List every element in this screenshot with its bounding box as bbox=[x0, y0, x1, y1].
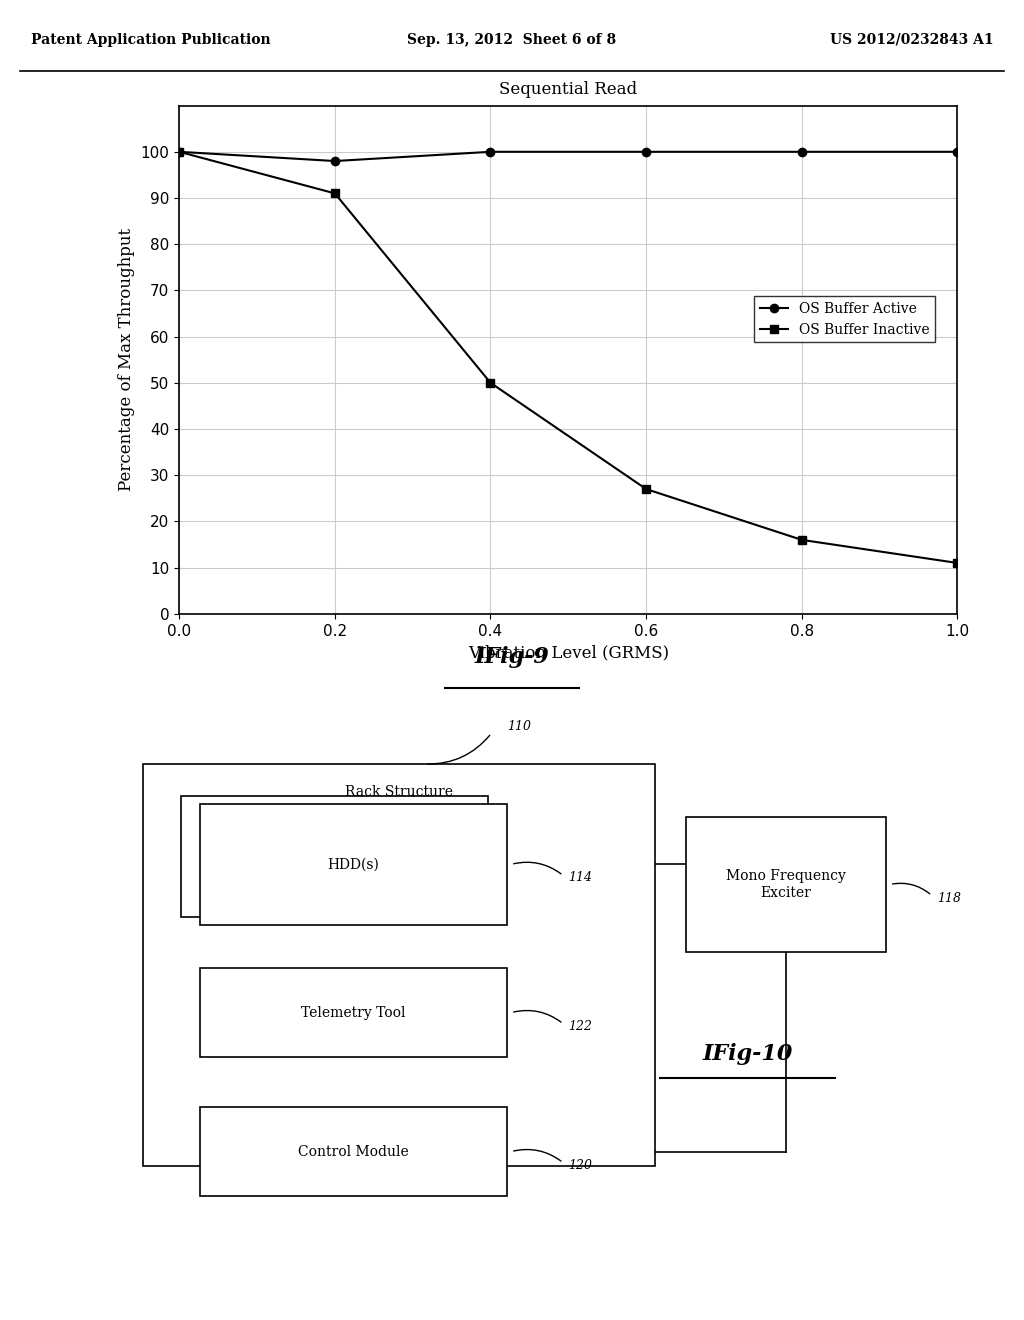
OS Buffer Active bbox=[484, 144, 497, 160]
Text: IFig-10: IFig-10 bbox=[702, 1043, 793, 1065]
OS Buffer Active bbox=[796, 144, 808, 160]
FancyBboxPatch shape bbox=[200, 968, 507, 1057]
Text: US 2012/0232843 A1: US 2012/0232843 A1 bbox=[829, 33, 993, 46]
OS Buffer Inactive bbox=[640, 480, 652, 496]
Text: 114: 114 bbox=[568, 871, 592, 884]
Text: 122: 122 bbox=[568, 1020, 592, 1032]
Line: OS Buffer Inactive: OS Buffer Inactive bbox=[175, 148, 962, 568]
Text: IFig-9: IFig-9 bbox=[474, 647, 550, 668]
OS Buffer Inactive bbox=[796, 532, 808, 548]
Y-axis label: Percentage of Max Throughput: Percentage of Max Throughput bbox=[118, 228, 135, 491]
FancyBboxPatch shape bbox=[200, 804, 507, 924]
OS Buffer Inactive bbox=[951, 554, 964, 570]
FancyBboxPatch shape bbox=[143, 764, 655, 1166]
Text: Mono Frequency
Exciter: Mono Frequency Exciter bbox=[726, 870, 846, 899]
Line: OS Buffer Active: OS Buffer Active bbox=[175, 148, 962, 165]
Text: 118: 118 bbox=[937, 891, 961, 904]
X-axis label: Vibration Level (GRMS): Vibration Level (GRMS) bbox=[468, 644, 669, 661]
FancyBboxPatch shape bbox=[686, 817, 886, 953]
OS Buffer Inactive bbox=[484, 375, 497, 391]
Text: 110: 110 bbox=[507, 721, 530, 734]
Title: Sequential Read: Sequential Read bbox=[500, 82, 637, 99]
FancyBboxPatch shape bbox=[181, 796, 488, 916]
FancyBboxPatch shape bbox=[200, 1107, 507, 1196]
Text: Rack Structure: Rack Structure bbox=[345, 785, 454, 799]
OS Buffer Inactive bbox=[329, 185, 341, 201]
OS Buffer Active bbox=[329, 153, 341, 169]
Text: Sep. 13, 2012  Sheet 6 of 8: Sep. 13, 2012 Sheet 6 of 8 bbox=[408, 33, 616, 46]
Text: Patent Application Publication: Patent Application Publication bbox=[31, 33, 270, 46]
Text: HDD(s): HDD(s) bbox=[328, 858, 379, 871]
Legend: OS Buffer Active, OS Buffer Inactive: OS Buffer Active, OS Buffer Inactive bbox=[755, 296, 935, 342]
OS Buffer Active bbox=[173, 144, 185, 160]
OS Buffer Active bbox=[640, 144, 652, 160]
Text: 120: 120 bbox=[568, 1159, 592, 1172]
Text: Control Module: Control Module bbox=[298, 1144, 409, 1159]
OS Buffer Inactive bbox=[173, 144, 185, 160]
Text: Telemetry Tool: Telemetry Tool bbox=[301, 1006, 406, 1019]
OS Buffer Active bbox=[951, 144, 964, 160]
